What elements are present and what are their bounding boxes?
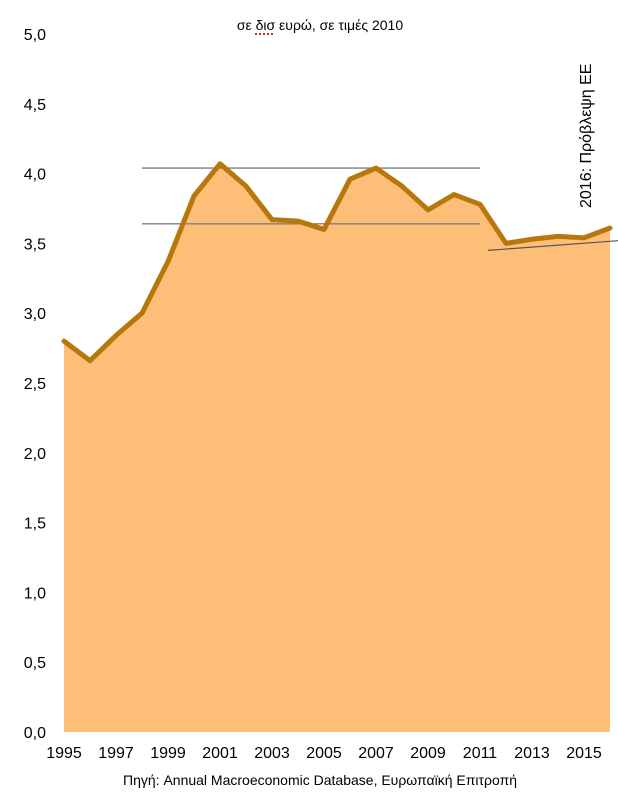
x-tick-label: 2007 — [358, 745, 394, 762]
x-tick-label: 1999 — [150, 745, 186, 762]
subtitle-part-1: σε — [236, 17, 256, 33]
x-tick-label: 2009 — [410, 745, 446, 762]
y-tick-label: 2,5 — [24, 376, 46, 393]
series-line — [61, 161, 613, 364]
forecast-annotation: 2016: Πρόβλεψη ΕΕ — [578, 63, 595, 208]
y-tick-label: 1,0 — [24, 585, 46, 602]
y-tick-label: 4,0 — [24, 167, 46, 184]
x-tick-label: 2013 — [514, 745, 550, 762]
y-tick-label: 0,0 — [24, 725, 46, 742]
x-tick-label: 2011 — [463, 745, 498, 762]
x-tick-label: 2003 — [254, 745, 290, 762]
x-tick-label: 2015 — [566, 745, 602, 762]
y-tick-label: 3,0 — [24, 306, 46, 323]
y-axis-ticks: 0,0 0,5 1,0 1,5 2,0 2,5 3,0 3,5 4,0 4,5 5,0 — [24, 27, 46, 742]
data-points — [63, 163, 611, 361]
x-tick-label: 2005 — [306, 745, 342, 762]
y-tick-label: 5,0 — [24, 27, 46, 44]
chart-subtitle: σε δισ ευρώ, σε τιμές 2010 — [0, 17, 618, 33]
x-tick-label: 2001 — [202, 745, 238, 762]
x-tick-label: 1997 — [98, 745, 134, 762]
area-fill — [64, 163, 610, 732]
x-tick-label: 1995 — [46, 745, 82, 762]
y-tick-label: 4,5 — [24, 97, 46, 114]
subtitle-part-2: δισ — [255, 17, 276, 33]
source-note: Πηγή: Annual Macroeconomic Database, Ευρ… — [122, 772, 518, 788]
y-tick-label: 2,0 — [24, 446, 46, 463]
reference-line-3 — [487, 240, 618, 251]
subtitle-part-3: ευρώ, σε τιμές 2010 — [275, 17, 404, 33]
y-tick-label: 1,5 — [24, 516, 46, 533]
y-tick-label: 3,5 — [24, 236, 46, 253]
y-tick-label: 0,5 — [24, 655, 46, 672]
x-axis-ticks: 1995 1997 1999 2001 2003 2005 2007 2009 2011 2013… — [46, 745, 602, 762]
